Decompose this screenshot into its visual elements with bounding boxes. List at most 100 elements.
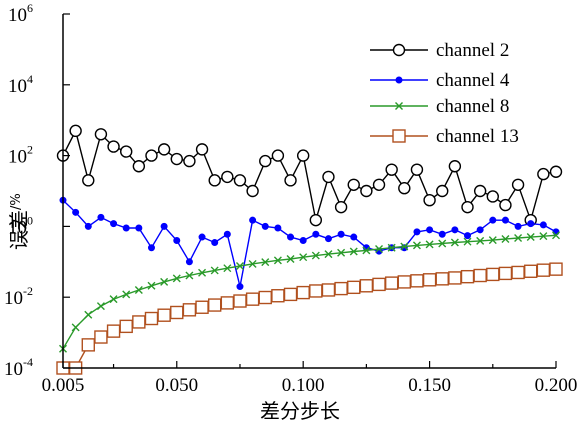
x-axis-title: 差分步长 bbox=[260, 399, 340, 423]
data-point-2-10 bbox=[185, 271, 194, 280]
data-point-3-5 bbox=[119, 319, 133, 334]
y-tick-base-5: 10 bbox=[8, 5, 27, 26]
axes-layer bbox=[62, 14, 556, 369]
data-point-0-27 bbox=[398, 181, 411, 195]
data-point-2-34 bbox=[488, 236, 497, 245]
data-point-0-10 bbox=[183, 154, 196, 168]
data-point-3-29 bbox=[422, 273, 437, 287]
data-point-0-32 bbox=[461, 200, 474, 214]
y-tick-label-1: 10-2 bbox=[4, 284, 33, 309]
series-2 bbox=[59, 231, 560, 353]
data-point-1-37 bbox=[527, 220, 535, 228]
data-point-0-8 bbox=[157, 143, 171, 156]
y-tick-exp-5: 6 bbox=[27, 1, 33, 15]
data-point-3-30 bbox=[435, 272, 449, 286]
series-0 bbox=[56, 124, 563, 227]
data-point-3-32 bbox=[460, 269, 475, 284]
data-point-2-19 bbox=[299, 253, 308, 262]
legend-marker-2 bbox=[395, 102, 403, 110]
data-point-0-34 bbox=[486, 190, 499, 203]
data-point-3-11 bbox=[195, 300, 209, 314]
y-tick-label-5: 106 bbox=[8, 1, 33, 26]
data-point-2-30 bbox=[438, 239, 447, 248]
data-point-3-38 bbox=[536, 263, 551, 277]
data-point-0-21 bbox=[322, 170, 335, 184]
data-point-0-5 bbox=[120, 145, 133, 158]
data-point-0-18 bbox=[284, 174, 297, 187]
y-axis-title-main: 误差 bbox=[7, 210, 31, 250]
data-point-0-16 bbox=[259, 154, 272, 168]
data-point-3-10 bbox=[182, 303, 197, 317]
x-tick-label-1: 0.050 bbox=[155, 375, 198, 396]
data-point-0-30 bbox=[436, 184, 449, 198]
data-point-2-2 bbox=[84, 310, 93, 319]
data-point-1-34 bbox=[489, 216, 497, 224]
legend-label-2: channel 8 bbox=[436, 96, 509, 117]
data-point-0-22 bbox=[334, 200, 348, 214]
legend: channel 2 channel 4 channel 8 channel 13 bbox=[370, 40, 519, 147]
data-point-2-31 bbox=[450, 238, 459, 247]
data-point-3-35 bbox=[498, 266, 513, 281]
data-point-3-33 bbox=[473, 268, 487, 283]
data-point-1-28 bbox=[413, 228, 421, 236]
legend-label-1: channel 4 bbox=[436, 70, 510, 91]
data-point-2-5 bbox=[122, 290, 131, 299]
data-point-3-13 bbox=[220, 296, 235, 310]
data-point-3-23 bbox=[347, 280, 361, 295]
data-point-0-13 bbox=[221, 170, 234, 184]
data-point-1-3 bbox=[97, 213, 105, 221]
data-point-0-25 bbox=[372, 178, 386, 191]
data-point-3-18 bbox=[283, 287, 298, 302]
data-point-3-3 bbox=[94, 330, 108, 344]
data-point-3-17 bbox=[271, 289, 285, 303]
data-point-0-19 bbox=[296, 149, 310, 162]
y-tick-exp-4: 4 bbox=[27, 72, 33, 86]
data-point-2-25 bbox=[375, 244, 384, 253]
y-tick-base-2: 10 bbox=[8, 217, 27, 238]
legend-label-0: channel 2 bbox=[436, 40, 509, 61]
data-point-3-4 bbox=[106, 324, 121, 338]
data-point-2-12 bbox=[210, 266, 219, 275]
y-axis-title-group: 误差/% bbox=[7, 193, 31, 250]
data-point-3-7 bbox=[144, 311, 159, 326]
data-point-0-6 bbox=[132, 160, 146, 173]
series-3 bbox=[56, 262, 563, 375]
data-point-3-28 bbox=[410, 274, 424, 288]
data-point-1-29 bbox=[426, 226, 434, 234]
data-point-0-33 bbox=[473, 184, 487, 198]
data-point-2-20 bbox=[311, 251, 320, 260]
data-point-0-39 bbox=[549, 165, 563, 178]
data-point-2-14 bbox=[235, 262, 244, 271]
data-point-3-39 bbox=[549, 262, 563, 276]
x-tick-label-3: 0.150 bbox=[408, 375, 451, 396]
data-point-1-36 bbox=[514, 222, 522, 230]
data-point-1-10 bbox=[185, 258, 193, 266]
data-point-1-4 bbox=[110, 220, 118, 228]
data-point-2-6 bbox=[134, 285, 143, 294]
x-tick-label-0: 0.005 bbox=[42, 375, 85, 396]
y-tick-base-0: 10 bbox=[4, 359, 23, 380]
y-tick-exp-1: -2 bbox=[23, 284, 33, 298]
data-point-0-4 bbox=[107, 140, 120, 153]
data-point-3-31 bbox=[448, 271, 462, 285]
data-point-3-26 bbox=[384, 276, 399, 290]
data-point-2-27 bbox=[400, 242, 409, 251]
data-point-2-36 bbox=[514, 234, 523, 243]
y-tick-label-3: 102 bbox=[8, 143, 33, 168]
data-point-1-22 bbox=[337, 230, 345, 238]
data-point-2-15 bbox=[248, 259, 257, 268]
data-point-1-18 bbox=[287, 233, 295, 241]
ticks-layer: 0.005 0.050 0.100 0.150 0.20010-410-21001021… bbox=[4, 1, 577, 396]
data-point-3-9 bbox=[170, 305, 184, 320]
data-point-1-1 bbox=[72, 208, 80, 216]
data-point-2-1 bbox=[71, 323, 80, 332]
data-point-2-17 bbox=[273, 256, 282, 265]
data-point-0-20 bbox=[309, 213, 323, 227]
data-point-0-26 bbox=[385, 163, 398, 176]
data-point-3-14 bbox=[233, 294, 247, 308]
data-point-3-22 bbox=[334, 281, 348, 296]
data-point-1-31 bbox=[451, 226, 459, 234]
data-point-0-35 bbox=[499, 198, 512, 212]
data-point-0-1 bbox=[69, 124, 82, 138]
